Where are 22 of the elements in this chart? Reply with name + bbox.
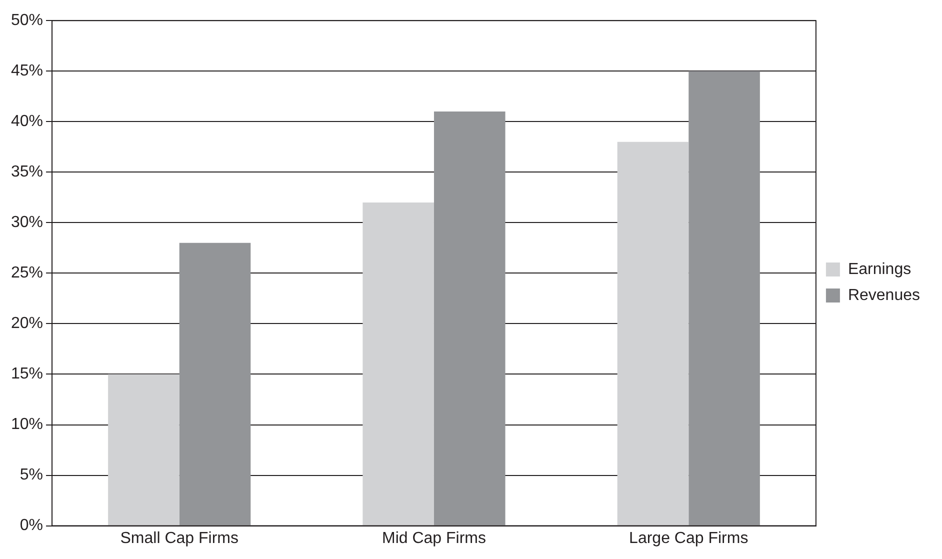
y-tick-label: 30% [10, 214, 44, 232]
y-tick-label: 25% [10, 264, 44, 282]
y-tick-label: 5% [20, 466, 44, 484]
y-tick-label: 40% [10, 113, 44, 130]
y-tick-label: 10% [10, 416, 44, 434]
bar [108, 374, 180, 526]
bar [688, 71, 760, 526]
x-tick-label: Mid Cap Firms [382, 530, 486, 547]
x-tick-label: Large Cap Firms [629, 530, 748, 547]
y-tick-label: 0% [20, 517, 44, 534]
x-tick-label: Small Cap Firms [120, 530, 238, 547]
y-tick-label: 15% [10, 366, 44, 383]
y-tick-label: 20% [10, 315, 44, 332]
y-tick-label: 35% [10, 164, 44, 181]
bar [434, 112, 506, 526]
legend-label: Earnings [848, 260, 912, 278]
legend-label: Revenues [848, 286, 920, 304]
bar [362, 202, 434, 526]
y-tick-label: 45% [10, 62, 44, 80]
bar [617, 142, 689, 526]
bar [179, 242, 251, 526]
y-tick-label: 50% [10, 12, 44, 30]
